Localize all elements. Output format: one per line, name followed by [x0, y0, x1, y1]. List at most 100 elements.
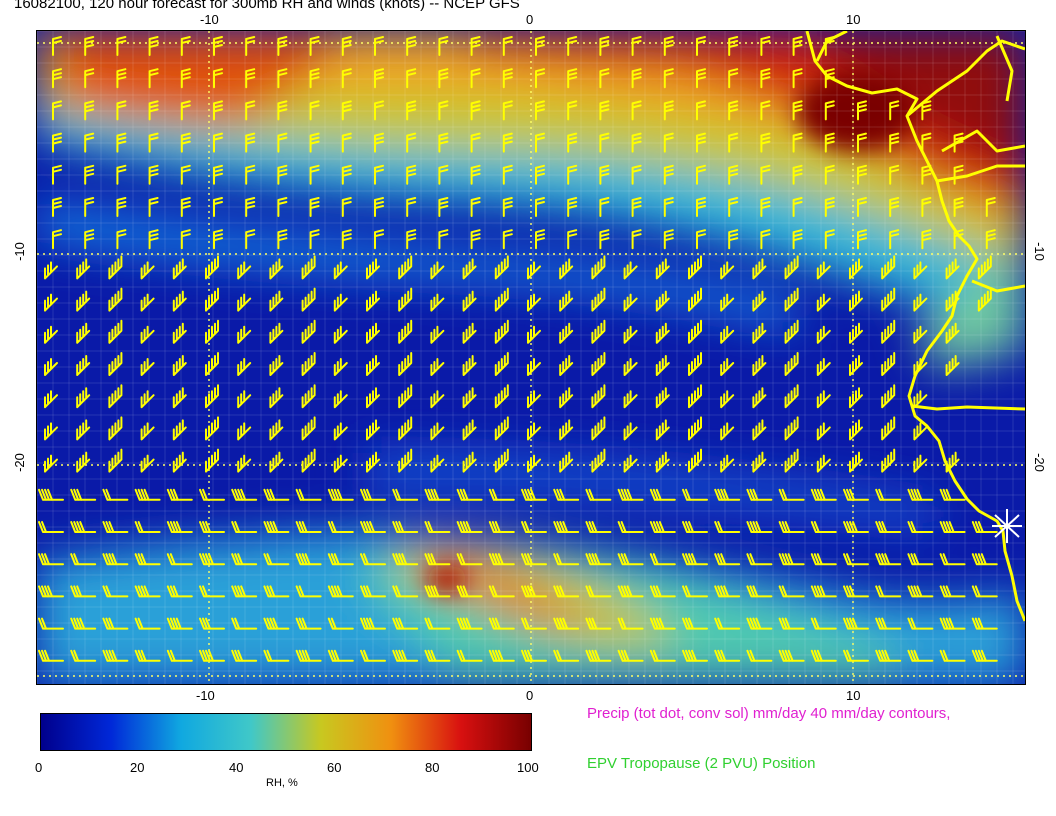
- wind-barb: [406, 164, 417, 185]
- wind-barb: [199, 617, 225, 630]
- wind-barb: [470, 36, 481, 56]
- wind-barb: [778, 488, 805, 501]
- wind-barb: [631, 229, 642, 250]
- wind-barb: [102, 521, 129, 533]
- wind-barb: [360, 585, 386, 598]
- wind-barb: [921, 197, 932, 217]
- wind-barb: [84, 100, 95, 121]
- wind-barb: [333, 422, 348, 441]
- wind-barb: [720, 325, 735, 344]
- wind-barb: [535, 36, 545, 56]
- wind-barb: [205, 448, 219, 473]
- wind-barb: [591, 255, 606, 280]
- wind-barb: [76, 419, 91, 441]
- wind-barb: [116, 36, 127, 56]
- wind-barb: [269, 355, 284, 376]
- colorbar-title: RH, %: [266, 777, 298, 789]
- top-lon-tick-label: 0: [526, 12, 534, 27]
- wind-barb: [849, 355, 863, 376]
- wind-barb: [263, 585, 290, 598]
- wind-barb: [341, 132, 352, 153]
- wind-barb: [116, 197, 127, 217]
- wind-barb: [720, 390, 735, 409]
- wind-barb: [939, 488, 966, 501]
- wind-barb: [939, 585, 966, 598]
- wind-barb: [881, 352, 896, 376]
- wind-barb: [327, 553, 354, 566]
- wind-barb: [682, 649, 708, 662]
- wind-barb: [309, 164, 320, 185]
- wind-barb: [535, 132, 545, 153]
- wind-barb: [631, 68, 642, 89]
- wind-barb: [816, 261, 831, 280]
- wind-barb: [728, 164, 739, 185]
- wind-barb: [374, 132, 384, 153]
- wind-barb: [108, 352, 123, 376]
- wind-barb: [720, 358, 735, 376]
- wind-barb: [631, 197, 642, 217]
- wind-barb: [269, 322, 284, 344]
- wind-barb: [438, 68, 449, 89]
- wind-barb: [746, 617, 773, 630]
- wind-barb: [875, 521, 902, 533]
- colorbar-tick-label: 80: [425, 760, 440, 775]
- wind-barb: [140, 390, 155, 409]
- wind-barb: [913, 293, 928, 312]
- wind-barb: [462, 258, 477, 280]
- storm-position-marker: [992, 509, 1022, 543]
- precip-legend: Precip (tot dot, conv sol) mm/day 40 mm/…: [587, 705, 951, 722]
- wind-barb: [134, 585, 161, 598]
- wind-barb: [494, 255, 509, 280]
- wind-barb: [857, 229, 867, 250]
- wind-barb: [682, 488, 708, 501]
- wind-barb: [277, 36, 288, 56]
- wind-barb: [559, 387, 574, 409]
- wind-barb: [617, 585, 644, 598]
- wind-barb: [907, 521, 934, 533]
- wind-barb: [44, 358, 58, 376]
- wind-barb: [269, 290, 284, 312]
- wind-barb: [649, 585, 676, 598]
- wind-barb: [245, 164, 256, 185]
- epv-legend: EPV Tropopause (2 PVU) Position: [587, 755, 816, 772]
- wind-barb: [172, 258, 187, 280]
- wind-barb: [140, 422, 155, 441]
- wind-barb: [953, 197, 964, 217]
- wind-barb: [245, 100, 256, 121]
- wind-barb: [462, 322, 477, 344]
- wind-barb: [116, 229, 127, 250]
- wind-barb: [134, 521, 161, 533]
- wind-barb: [134, 553, 161, 566]
- wind-barb: [237, 293, 252, 312]
- right-lat-tick-label: -10: [1031, 242, 1047, 261]
- wind-barb: [810, 488, 837, 501]
- wind-barb: [140, 261, 155, 280]
- wind-barb: [116, 68, 127, 89]
- wind-barb: [591, 448, 606, 473]
- wind-barb: [746, 553, 773, 566]
- wind-barb: [913, 390, 928, 409]
- wind-barb: [977, 255, 992, 280]
- wind-barb: [752, 322, 767, 344]
- wind-barb: [502, 229, 513, 250]
- wind-barb: [849, 290, 863, 312]
- wind-barb: [824, 229, 835, 250]
- wind-barb: [688, 287, 702, 312]
- wind-barb: [341, 229, 352, 250]
- wind-barb: [295, 649, 322, 662]
- wind-barb: [535, 100, 545, 121]
- wind-barb: [341, 68, 352, 89]
- wind-barb: [309, 197, 320, 217]
- wind-barb: [341, 197, 352, 217]
- wind-barb: [623, 358, 638, 376]
- wind-barb: [38, 585, 64, 598]
- wind-barb: [398, 255, 413, 280]
- wind-barb: [301, 255, 316, 280]
- wind-barb: [406, 132, 417, 153]
- wind-barb: [374, 197, 384, 217]
- bottom-lon-tick-label: 10: [846, 688, 861, 703]
- wind-barb: [617, 488, 644, 501]
- wind-barb: [714, 617, 741, 630]
- wind-barb: [784, 319, 799, 344]
- wind-barb: [688, 384, 702, 409]
